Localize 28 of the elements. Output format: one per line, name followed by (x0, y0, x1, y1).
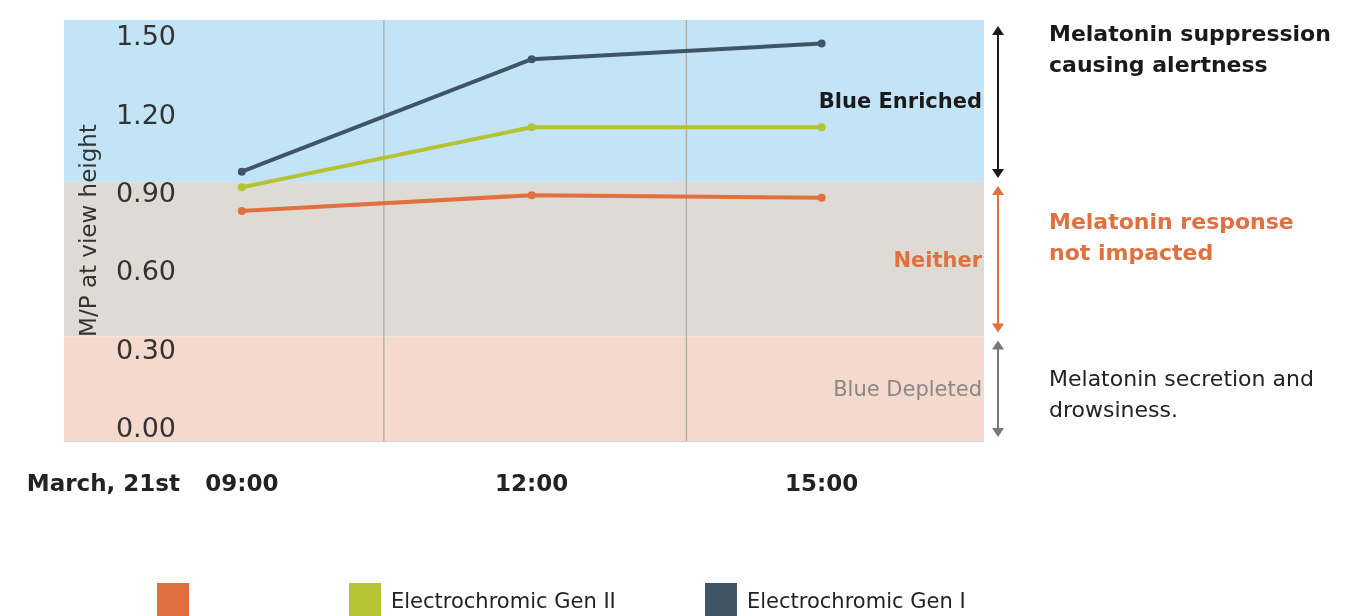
band-label: Blue Enriched (818, 89, 982, 114)
text: Melatonin secretion and drowsiness. (1049, 365, 1314, 422)
point (817, 39, 826, 48)
y-tick-label: 0.30 (115, 333, 176, 365)
point (527, 123, 536, 132)
point (237, 206, 246, 215)
text: Melatonin response not impacted (1049, 209, 1294, 266)
y-tick-label: 0.00 (115, 412, 176, 444)
y-tick-label: 0.60 (115, 255, 176, 287)
point (237, 167, 246, 176)
point (817, 123, 826, 132)
point (237, 183, 246, 192)
y-tick-label: 1.50 (115, 20, 176, 52)
band-label: Blue Depleted (833, 377, 982, 402)
y-tick-label: 0.90 (115, 177, 176, 209)
legend-label: Electrochromic Gen II (391, 589, 616, 614)
legend-label: Electrochromic Gen I (747, 589, 966, 614)
text: Melatonin suppression causing alertness (1049, 21, 1331, 78)
band-label: Neither (893, 247, 983, 272)
point (527, 55, 536, 64)
y-axis-title: M/P at view height (75, 124, 101, 337)
x-tick-label: 15:00 (785, 470, 859, 497)
x-tick-label: 12:00 (495, 470, 569, 497)
x-tick-label: 09:00 (205, 470, 279, 497)
point (817, 193, 826, 202)
x-axis-title: March, 21st (26, 470, 180, 497)
y-tick-label: 1.20 (115, 98, 176, 130)
point (527, 191, 536, 200)
